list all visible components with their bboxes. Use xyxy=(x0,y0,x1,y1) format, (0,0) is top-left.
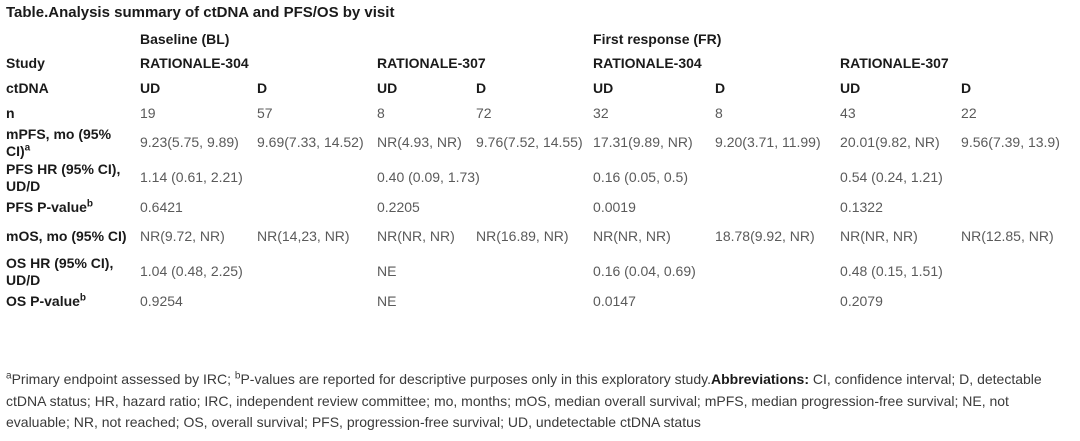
footnote-marker: a xyxy=(24,141,31,153)
footnote-marker: b xyxy=(86,197,94,209)
table-cell: 0.16 (0.05, 0.5) xyxy=(593,169,688,185)
table-cell: 0.1322 xyxy=(840,198,883,215)
table-row-n: n 19 57 8 72 32 8 43 22 xyxy=(6,101,1078,125)
footnote-marker: b xyxy=(79,291,87,303)
footnote-b-text: P-values are reported for descriptive pu… xyxy=(240,371,711,387)
table-cell: NR(9.72, NR) xyxy=(140,228,225,244)
header-row-ctdna: ctDNA UD D UD D UD D UD D xyxy=(6,76,1078,101)
table-cell: 0.2205 xyxy=(377,198,420,215)
table-cell: NR(4.93, NR) xyxy=(377,134,462,150)
table-row-os-hr: OS HR (95% CI), UD/D 1.04 (0.48, 2.25) N… xyxy=(6,254,1078,289)
table-cell: 57 xyxy=(257,104,273,121)
table-cell: 9.76(7.52, 14.55) xyxy=(476,134,583,150)
table-cell: 0.48 (0.15, 1.51) xyxy=(840,263,943,279)
header-row-visit: Baseline (BL) First response (FR) xyxy=(6,27,1078,51)
header-first-response: First response (FR) xyxy=(593,30,722,47)
table-cell: 0.2079 xyxy=(840,292,883,309)
table-cell: NR(14,23, NR) xyxy=(257,228,350,244)
header-d: D xyxy=(257,80,268,96)
table-cell: 19 xyxy=(140,104,156,121)
table-cell: 9.23(5.75, 9.89) xyxy=(140,134,239,150)
header-row-study: Study RATIONALE-304 RATIONALE-307 RATION… xyxy=(6,51,1078,76)
header-bl-rationale-304: RATIONALE-304 xyxy=(140,55,249,71)
header-fr-rationale-304: RATIONALE-304 xyxy=(593,55,702,71)
table-cell: 17.31(9.89, NR) xyxy=(593,134,693,150)
header-baseline: Baseline (BL) xyxy=(140,30,230,47)
abbreviations-text: CI, confidence interval; D, detectable c… xyxy=(6,371,1042,430)
row-label: mOS, mo (95% CI) xyxy=(6,228,127,244)
table-row-mos: mOS, mo (95% CI) NR(9.72, NR) NR(14,23, … xyxy=(6,219,1078,254)
table-cell: NR(12.85, NR) xyxy=(961,228,1054,244)
row-label: mPFS, mo (95% CI)a xyxy=(6,125,112,159)
header-d: D xyxy=(961,80,972,96)
table-cell: 0.16 (0.04, 0.69) xyxy=(593,263,696,279)
header-bl-rationale-307: RATIONALE-307 xyxy=(377,55,486,71)
footnote-marker: b xyxy=(234,370,241,382)
table-cell: 0.0147 xyxy=(593,292,636,309)
table-cell: 43 xyxy=(840,104,856,121)
header-d: D xyxy=(476,80,487,96)
footnote-marker: a xyxy=(6,370,12,382)
table-row-mpfs: mPFS, mo (95% CI)a 9.23(5.75, 9.89) 9.69… xyxy=(6,125,1078,160)
header-ud: UD xyxy=(377,80,398,96)
table-cell: NE xyxy=(377,263,397,279)
header-fr-rationale-307: RATIONALE-307 xyxy=(840,55,949,71)
table-cell: 1.14 (0.61, 2.21) xyxy=(140,169,243,185)
header-ud: UD xyxy=(593,80,614,96)
row-label: n xyxy=(6,104,15,121)
table-footnote: aPrimary endpoint assessed by IRC; bP-va… xyxy=(6,369,1076,434)
row-label: PFS HR (95% CI), UD/D xyxy=(6,160,121,194)
table-cell: NR(NR, NR) xyxy=(377,228,455,244)
table-cell: NR(16.89, NR) xyxy=(476,228,569,244)
table-cell: 1.04 (0.48, 2.25) xyxy=(140,263,243,279)
table-cell: 8 xyxy=(715,104,723,121)
table-cell: 9.20(3.71, 11.99) xyxy=(715,134,821,150)
table-title: Table.Analysis summary of ctDNA and PFS/… xyxy=(6,4,395,21)
table-cell: NE xyxy=(377,292,397,309)
table-cell: NR(NR, NR) xyxy=(840,228,918,244)
header-ud: UD xyxy=(140,80,161,96)
table-cell: 22 xyxy=(961,104,977,121)
row-label: OS HR (95% CI), UD/D xyxy=(6,254,114,288)
table-cell: 0.9254 xyxy=(140,292,183,309)
table-cell: 9.69(7.33, 14.52) xyxy=(257,134,364,150)
abbreviations-label: Abbreviations: xyxy=(710,371,809,387)
row-label: PFS P-valueb xyxy=(6,197,94,215)
table-cell: 0.6421 xyxy=(140,198,183,215)
table-cell: 72 xyxy=(476,104,492,121)
table-cell: 0.40 (0.09, 1.73) xyxy=(377,169,480,185)
table-cell: 0.0019 xyxy=(593,198,636,215)
table-cell: 0.54 (0.24, 1.21) xyxy=(840,169,943,185)
header-ctdna-label: ctDNA xyxy=(6,80,49,96)
table-row-pfs-pvalue: PFS P-valueb 0.6421 0.2205 0.0019 0.1322 xyxy=(6,195,1078,219)
table-cell: 8 xyxy=(377,104,385,121)
table-cell: 9.56(7.39, 13.9) xyxy=(961,134,1060,150)
header-study-label: Study xyxy=(6,55,45,71)
table-cell: 32 xyxy=(593,104,609,121)
table-row-os-pvalue: OS P-valueb 0.9254 NE 0.0147 0.2079 xyxy=(6,289,1078,313)
row-label: OS P-valueb xyxy=(6,291,87,309)
table-row-pfs-hr: PFS HR (95% CI), UD/D 1.14 (0.61, 2.21) … xyxy=(6,160,1078,195)
header-d: D xyxy=(715,80,726,96)
table-cell: NR(NR, NR) xyxy=(593,228,671,244)
footnote-a-text: Primary endpoint assessed by IRC; xyxy=(11,371,235,387)
header-ud: UD xyxy=(840,80,861,96)
table-cell: 18.78(9.92, NR) xyxy=(715,228,815,244)
ctdna-summary-table: Baseline (BL) First response (FR) Study … xyxy=(6,27,1078,313)
table-cell: 20.01(9.82, NR) xyxy=(840,134,940,150)
